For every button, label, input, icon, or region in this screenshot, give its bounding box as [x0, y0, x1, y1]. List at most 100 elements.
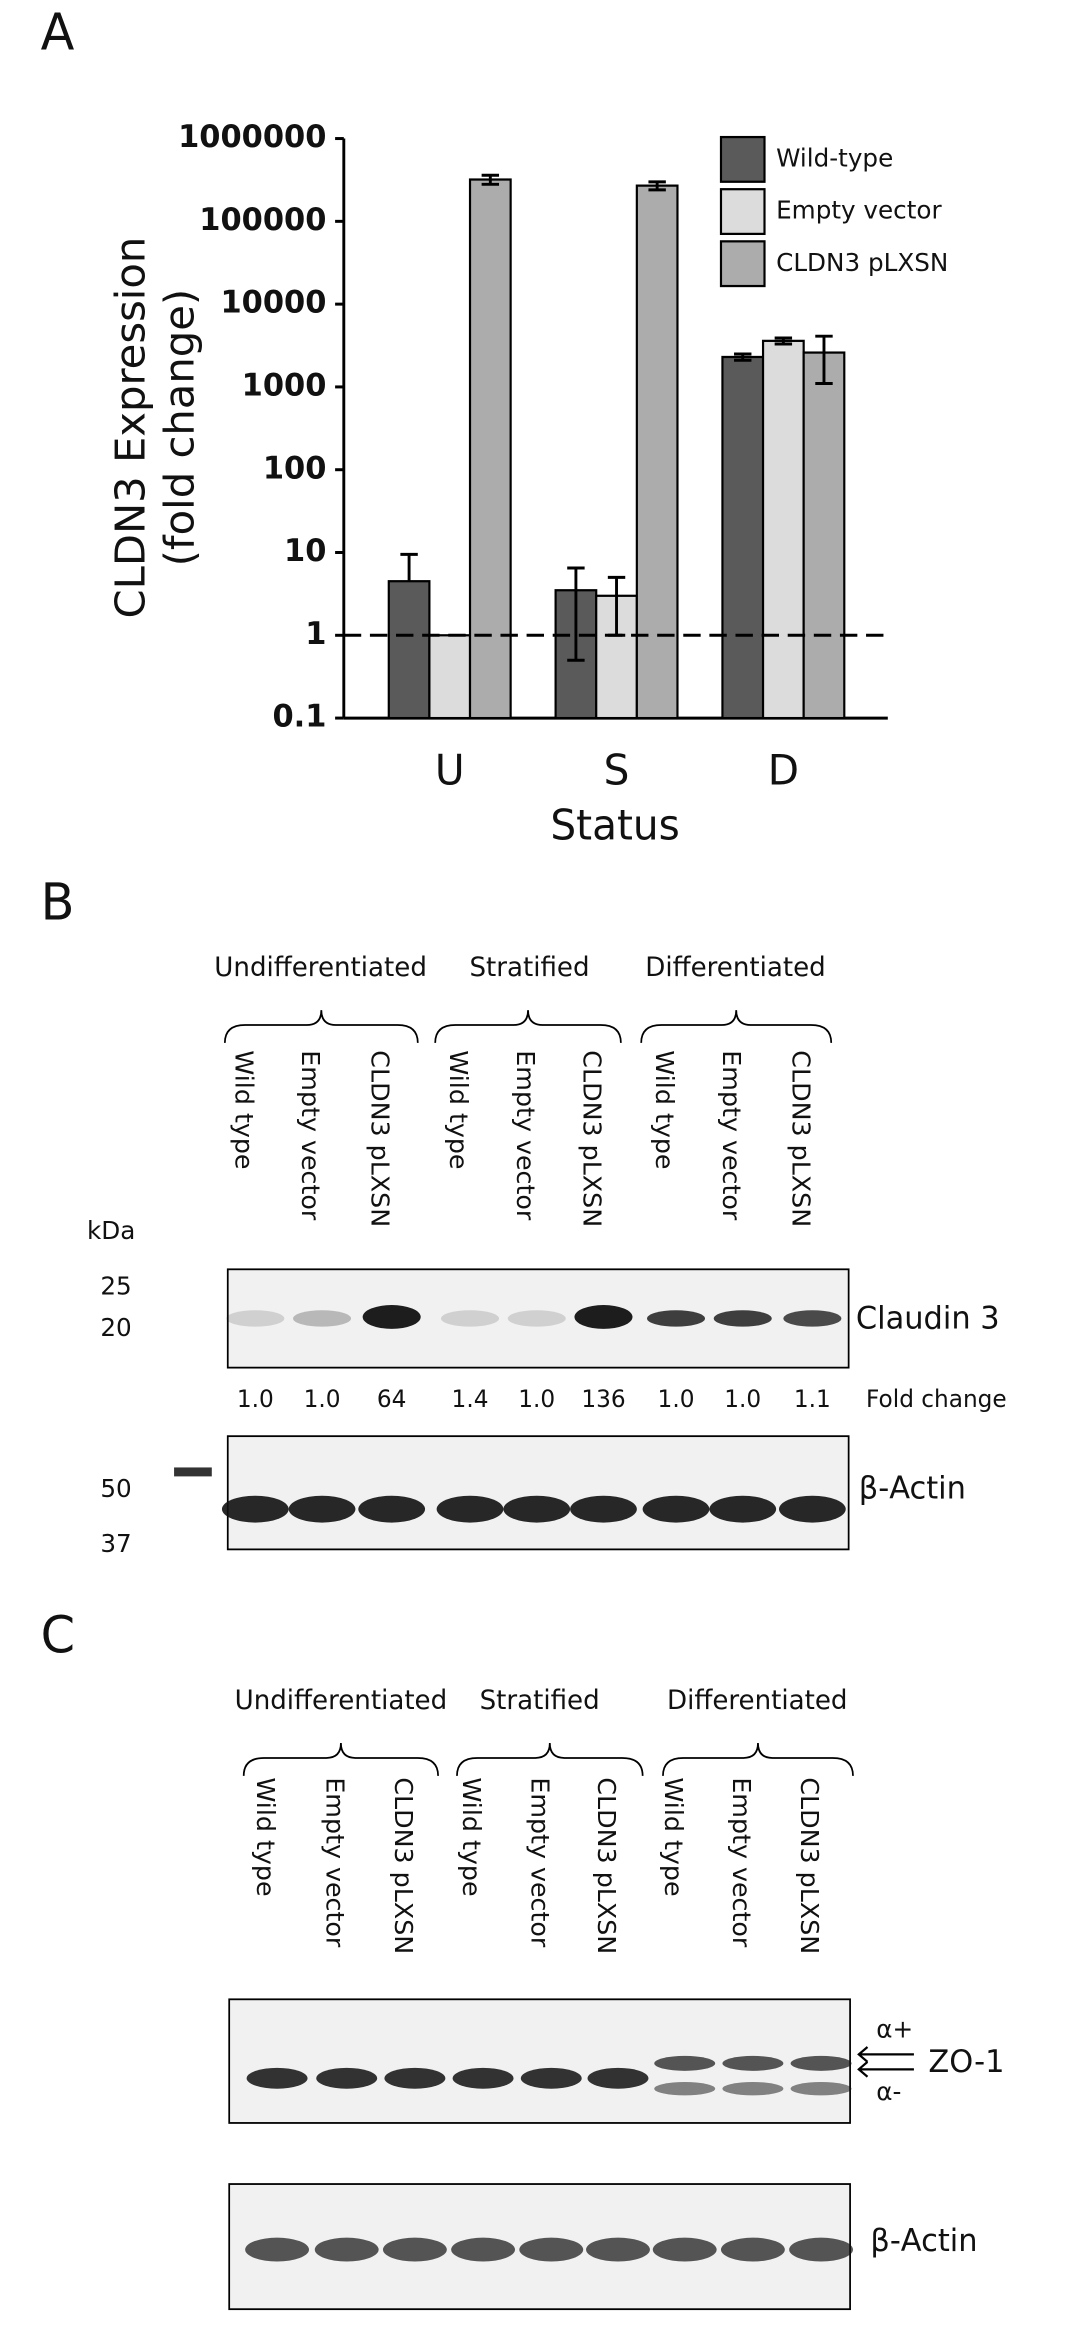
band — [519, 2237, 584, 2262]
fold-change-label: Fold change — [866, 1385, 1007, 1413]
band — [221, 1495, 289, 1523]
band — [452, 2067, 514, 2089]
marker: 25 — [100, 1271, 131, 1300]
fold-change: 1.0 — [518, 1385, 555, 1413]
band — [722, 2081, 784, 2096]
lane-label: Wild type — [659, 1777, 688, 1896]
brace — [662, 1743, 854, 1776]
band — [654, 2055, 716, 2071]
lane-label: CLDN3 pLXSN — [366, 1050, 395, 1227]
band — [288, 1495, 356, 1523]
y-tick-label: 1000000 — [178, 119, 326, 155]
y-tick-label: 100 — [263, 450, 327, 486]
band — [362, 1305, 421, 1329]
y-tick-label: 1000 — [242, 367, 327, 403]
lane-label: CLDN3 pLXSN — [786, 1050, 815, 1227]
fold-change: 1.4 — [452, 1385, 489, 1413]
group-label: Undifferentiated — [235, 1685, 448, 1716]
lane-label: Wild type — [457, 1777, 486, 1896]
bar — [802, 351, 846, 720]
marker: 20 — [100, 1313, 131, 1342]
fold-change: 136 — [581, 1385, 625, 1413]
band — [246, 2067, 308, 2089]
band — [789, 2237, 853, 2262]
fold-change: 1.0 — [237, 1385, 274, 1413]
band — [503, 1495, 571, 1523]
x-tick-label: S — [604, 746, 630, 795]
kda-label: kDa — [87, 1216, 135, 1245]
fold-change: 1.0 — [304, 1385, 341, 1413]
y-axis-label: (fold change) — [156, 289, 203, 567]
band — [587, 2067, 649, 2089]
y-tick-label: 1 — [305, 616, 326, 652]
band — [783, 1310, 842, 1327]
x-tick-label: U — [435, 746, 465, 795]
band — [436, 1495, 504, 1523]
panel-label: C — [41, 1606, 75, 1665]
band — [316, 2067, 378, 2089]
band — [382, 2237, 447, 2262]
fold-change: 64 — [377, 1385, 407, 1413]
band — [570, 1495, 637, 1523]
panel-label: A — [41, 3, 75, 62]
error-bar — [648, 180, 666, 192]
error-bar — [567, 566, 585, 662]
band — [720, 2237, 785, 2262]
bar — [387, 580, 431, 720]
band — [358, 1495, 426, 1523]
fold-change: 1.0 — [724, 1385, 761, 1413]
bar — [468, 178, 512, 720]
band — [654, 2081, 716, 2096]
band — [652, 2237, 717, 2262]
blot-name: β-Actin — [870, 2222, 977, 2258]
blot-name: Claudin 3 — [856, 1300, 1000, 1336]
band — [709, 1495, 777, 1523]
lane-label: Empty vector — [525, 1777, 554, 1948]
bar — [635, 184, 679, 720]
y-axis-label: CLDN3 Expression — [107, 237, 154, 619]
error-bar — [481, 173, 500, 186]
brace — [223, 1010, 419, 1043]
error-bar — [734, 352, 752, 362]
group-label: Differentiated — [645, 952, 825, 983]
blot — [226, 1435, 850, 1551]
brace — [456, 1743, 644, 1776]
legend-swatch — [719, 188, 766, 236]
band — [226, 1310, 285, 1327]
panel-label: B — [41, 873, 75, 932]
band — [520, 2067, 582, 2089]
bar — [721, 355, 765, 720]
brace — [434, 1010, 622, 1043]
lane-label: CLDN3 pLXSN — [578, 1050, 607, 1227]
error-bar — [815, 334, 833, 385]
bar — [761, 339, 805, 720]
blot-name: β-Actin — [859, 1470, 966, 1506]
error-bar — [774, 336, 793, 346]
lane-label: Empty vector — [511, 1050, 540, 1221]
band — [713, 1310, 772, 1327]
lane-label: Wild type — [444, 1050, 473, 1169]
band — [314, 2237, 379, 2262]
band — [646, 1310, 706, 1327]
band — [790, 2055, 852, 2071]
y-tick-label: 10000 — [220, 284, 326, 320]
error-bar — [400, 552, 418, 582]
group-label: Stratified — [469, 952, 589, 983]
lane-label: Wild type — [229, 1050, 258, 1169]
brace — [242, 1743, 439, 1776]
band — [790, 2081, 852, 2096]
band — [451, 2237, 515, 2262]
lane-label: Empty vector — [717, 1050, 746, 1221]
fold-change: 1.1 — [794, 1385, 831, 1413]
band — [574, 1305, 633, 1329]
bar — [428, 634, 472, 720]
legend-label: Wild-type — [776, 143, 893, 172]
legend-swatch — [719, 240, 766, 288]
lane-label: CLDN3 pLXSN — [795, 1777, 824, 1954]
marker: 50 — [100, 1474, 131, 1503]
band — [642, 1495, 710, 1523]
legend-label: Empty vector — [776, 195, 942, 224]
isoform-label: α+ — [876, 2014, 913, 2043]
y-tick-label: 10 — [284, 533, 326, 569]
